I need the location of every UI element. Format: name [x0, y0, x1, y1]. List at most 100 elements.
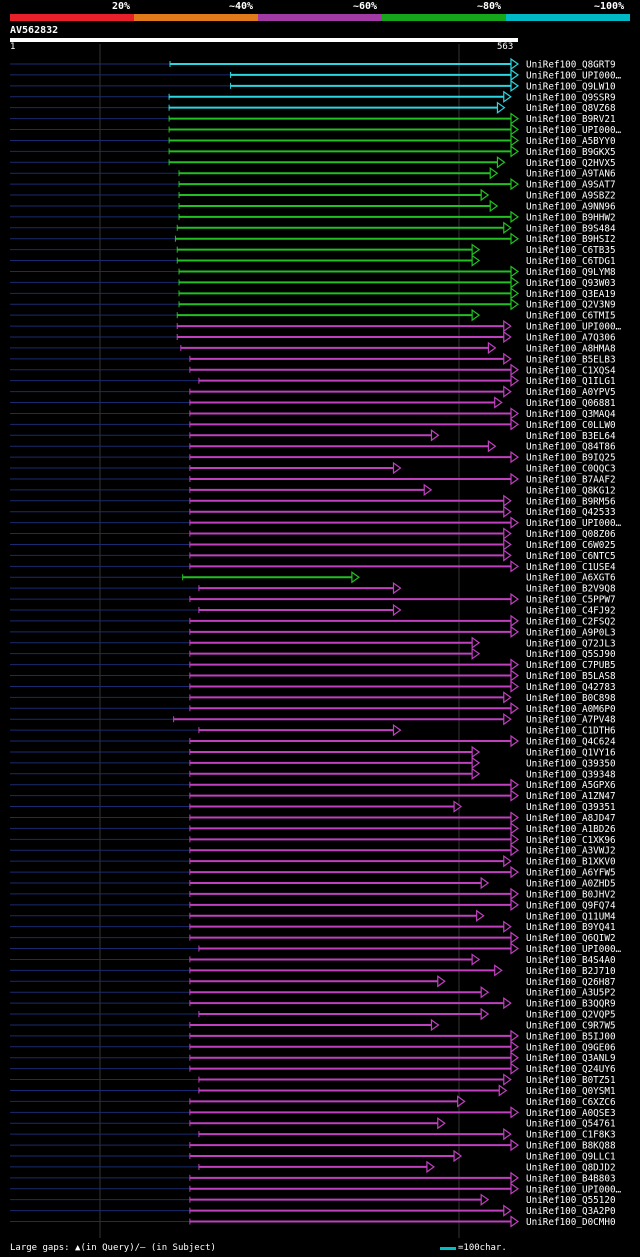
hit-row: UniRef100_Q42533: [10, 505, 616, 518]
hit-label: UniRef100_Q2V3N9: [526, 300, 616, 311]
hit-row: UniRef100_Q0YSM1: [10, 1084, 616, 1097]
hit-arrow: [510, 789, 520, 802]
hit-label: UniRef100_A3U5P2: [526, 988, 616, 999]
hit-label: UniRef100_B9RM56: [526, 496, 616, 507]
hit-label: UniRef100_C7PUB5: [526, 660, 616, 671]
hit-arrow: [510, 265, 520, 278]
hit-arrow: [471, 243, 481, 256]
hit-label: UniRef100_C6NTC5: [526, 551, 616, 562]
hit-row: UniRef100_B5LAS8: [10, 669, 616, 682]
hit-label: UniRef100_B7AAF2: [526, 474, 616, 485]
hit-label: UniRef100_Q39348: [526, 769, 616, 780]
hit-label: UniRef100_UPI000…: [526, 518, 622, 529]
hit-arrow: [480, 986, 490, 999]
legend-label-40: ~40%: [229, 1, 254, 12]
hit-row: UniRef100_B0C898: [10, 691, 616, 704]
hit-label: UniRef100_UPI000…: [526, 1184, 622, 1195]
hit-arrow: [498, 1084, 508, 1097]
hit-arrow: [392, 461, 402, 475]
hit-arrow: [510, 778, 520, 791]
hit-arrow: [487, 341, 497, 355]
hit-label: UniRef100_B4S4A0: [526, 955, 616, 966]
hit-row: UniRef100_B9HSI2: [10, 232, 616, 245]
hit-arrow: [392, 603, 402, 617]
hit-row: UniRef100_B4B803: [10, 1171, 616, 1185]
hit-arrow: [510, 287, 520, 300]
hit-label: UniRef100_C6TDG1: [526, 256, 616, 267]
hit-row: UniRef100_B9YQ41: [10, 920, 616, 933]
hit-row: UniRef100_C6TDG1: [10, 254, 616, 267]
hit-arrow: [510, 898, 520, 912]
hit-arrow: [476, 909, 485, 922]
hit-label: UniRef100_Q42783: [526, 682, 616, 693]
hit-label: UniRef100_A7Q306: [526, 333, 616, 344]
hit-arrow: [510, 844, 520, 857]
hit-arrow: [480, 1193, 490, 1206]
hit-row: UniRef100_B5IJ00: [10, 1029, 616, 1042]
hit-arrow: [510, 822, 520, 835]
hit-arrow: [510, 560, 520, 573]
hit-row: UniRef100_UPI000…: [10, 123, 622, 136]
hit-row: UniRef100_Q2HVX5: [10, 156, 616, 169]
hit-row: UniRef100_Q9LLC1: [10, 1149, 616, 1163]
hit-label: UniRef100_B5LAS8: [526, 671, 616, 682]
hit-row: UniRef100_Q3ANL9: [10, 1051, 616, 1064]
hit-label: UniRef100_Q2HVX5: [526, 158, 616, 169]
hit-arrow: [494, 396, 503, 409]
hit-row: UniRef100_Q1ILG1: [10, 374, 616, 387]
hit-row: UniRef100_A9P0L3: [10, 625, 616, 638]
hit-arrow: [503, 494, 512, 507]
hit-arrow: [503, 385, 512, 398]
hit-row: UniRef100_C1USE4: [10, 560, 616, 573]
hit-row: UniRef100_Q8KG12: [10, 483, 616, 496]
hit-row: UniRef100_Q3MAQ4: [10, 407, 616, 420]
hit-arrow: [510, 887, 520, 901]
hit-label: UniRef100_Q3MAQ4: [526, 409, 616, 420]
hit-arrow: [510, 680, 520, 693]
hit-row: UniRef100_Q8DJD2: [10, 1160, 616, 1173]
hit-row: UniRef100_Q26H87: [10, 975, 616, 988]
legend-swatch-cyan: [506, 14, 630, 21]
hit-arrow: [510, 1171, 520, 1185]
hit-arrow: [471, 767, 481, 780]
hit-row: UniRef100_Q1VY16: [10, 745, 616, 758]
hit-row: UniRef100_A1ZN47: [10, 789, 616, 802]
hit-arrow: [503, 1204, 512, 1217]
hit-row: UniRef100_Q2VQP5: [10, 1007, 616, 1021]
hit-label: UniRef100_B0JHV2: [526, 889, 616, 900]
hit-row: UniRef100_B7AAF2: [10, 472, 616, 485]
hit-label: UniRef100_C1F8K3: [526, 1130, 616, 1141]
hit-row: UniRef100_A6YFW5: [10, 865, 616, 879]
identity-color-bar: [10, 14, 630, 21]
hit-arrow: [510, 112, 520, 125]
hit-arrow: [471, 636, 481, 649]
hit-arrow: [503, 713, 512, 726]
hit-label: UniRef100_C2FSQ2: [526, 616, 616, 627]
query-bar: [10, 38, 518, 42]
hit-label: UniRef100_Q1ILG1: [526, 376, 616, 387]
hit-arrow: [510, 276, 520, 289]
hit-label: UniRef100_B3QQR9: [526, 999, 616, 1010]
hit-arrow: [510, 592, 520, 606]
hit-label: UniRef100_B0C898: [526, 693, 616, 704]
hit-arrow: [453, 1149, 463, 1163]
hit-row: UniRef100_C9R7W5: [10, 1018, 616, 1031]
hit-arrow: [510, 57, 520, 71]
hit-label: UniRef100_B5ELB3: [526, 354, 616, 365]
hit-label: UniRef100_Q3ANL9: [526, 1053, 616, 1064]
hit-arrow: [503, 527, 512, 540]
hit-row: UniRef100_Q9LW10: [10, 79, 616, 92]
hit-label: UniRef100_Q24UY6: [526, 1064, 616, 1075]
hit-row: UniRef100_C6NTC5: [10, 549, 616, 562]
hit-label: UniRef100_A9NN96: [526, 201, 616, 212]
hit-row: UniRef100_B9RM56: [10, 494, 616, 507]
hit-row: UniRef100_Q9GE06: [10, 1040, 616, 1053]
hit-row: UniRef100_B3EL64: [10, 429, 616, 442]
hit-row: UniRef100_Q72JL3: [10, 636, 616, 649]
hit-arrow: [510, 210, 520, 224]
hit-label: UniRef100_Q6QIW2: [526, 933, 616, 944]
hit-row: UniRef100_B1XKV0: [10, 854, 616, 868]
hit-label: UniRef100_Q39350: [526, 758, 616, 769]
hit-label: UniRef100_A0QSE3: [526, 1108, 616, 1119]
hit-arrow: [437, 975, 446, 988]
